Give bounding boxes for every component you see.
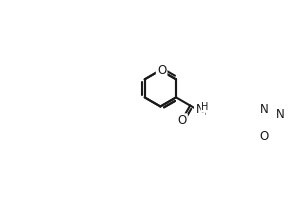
Text: O: O (177, 114, 187, 127)
Text: O: O (157, 64, 166, 77)
Text: N: N (196, 103, 205, 116)
Text: O: O (260, 130, 269, 143)
Text: H: H (201, 102, 208, 112)
Text: N: N (276, 108, 284, 121)
Text: H: H (199, 107, 207, 117)
Text: N: N (260, 103, 268, 116)
